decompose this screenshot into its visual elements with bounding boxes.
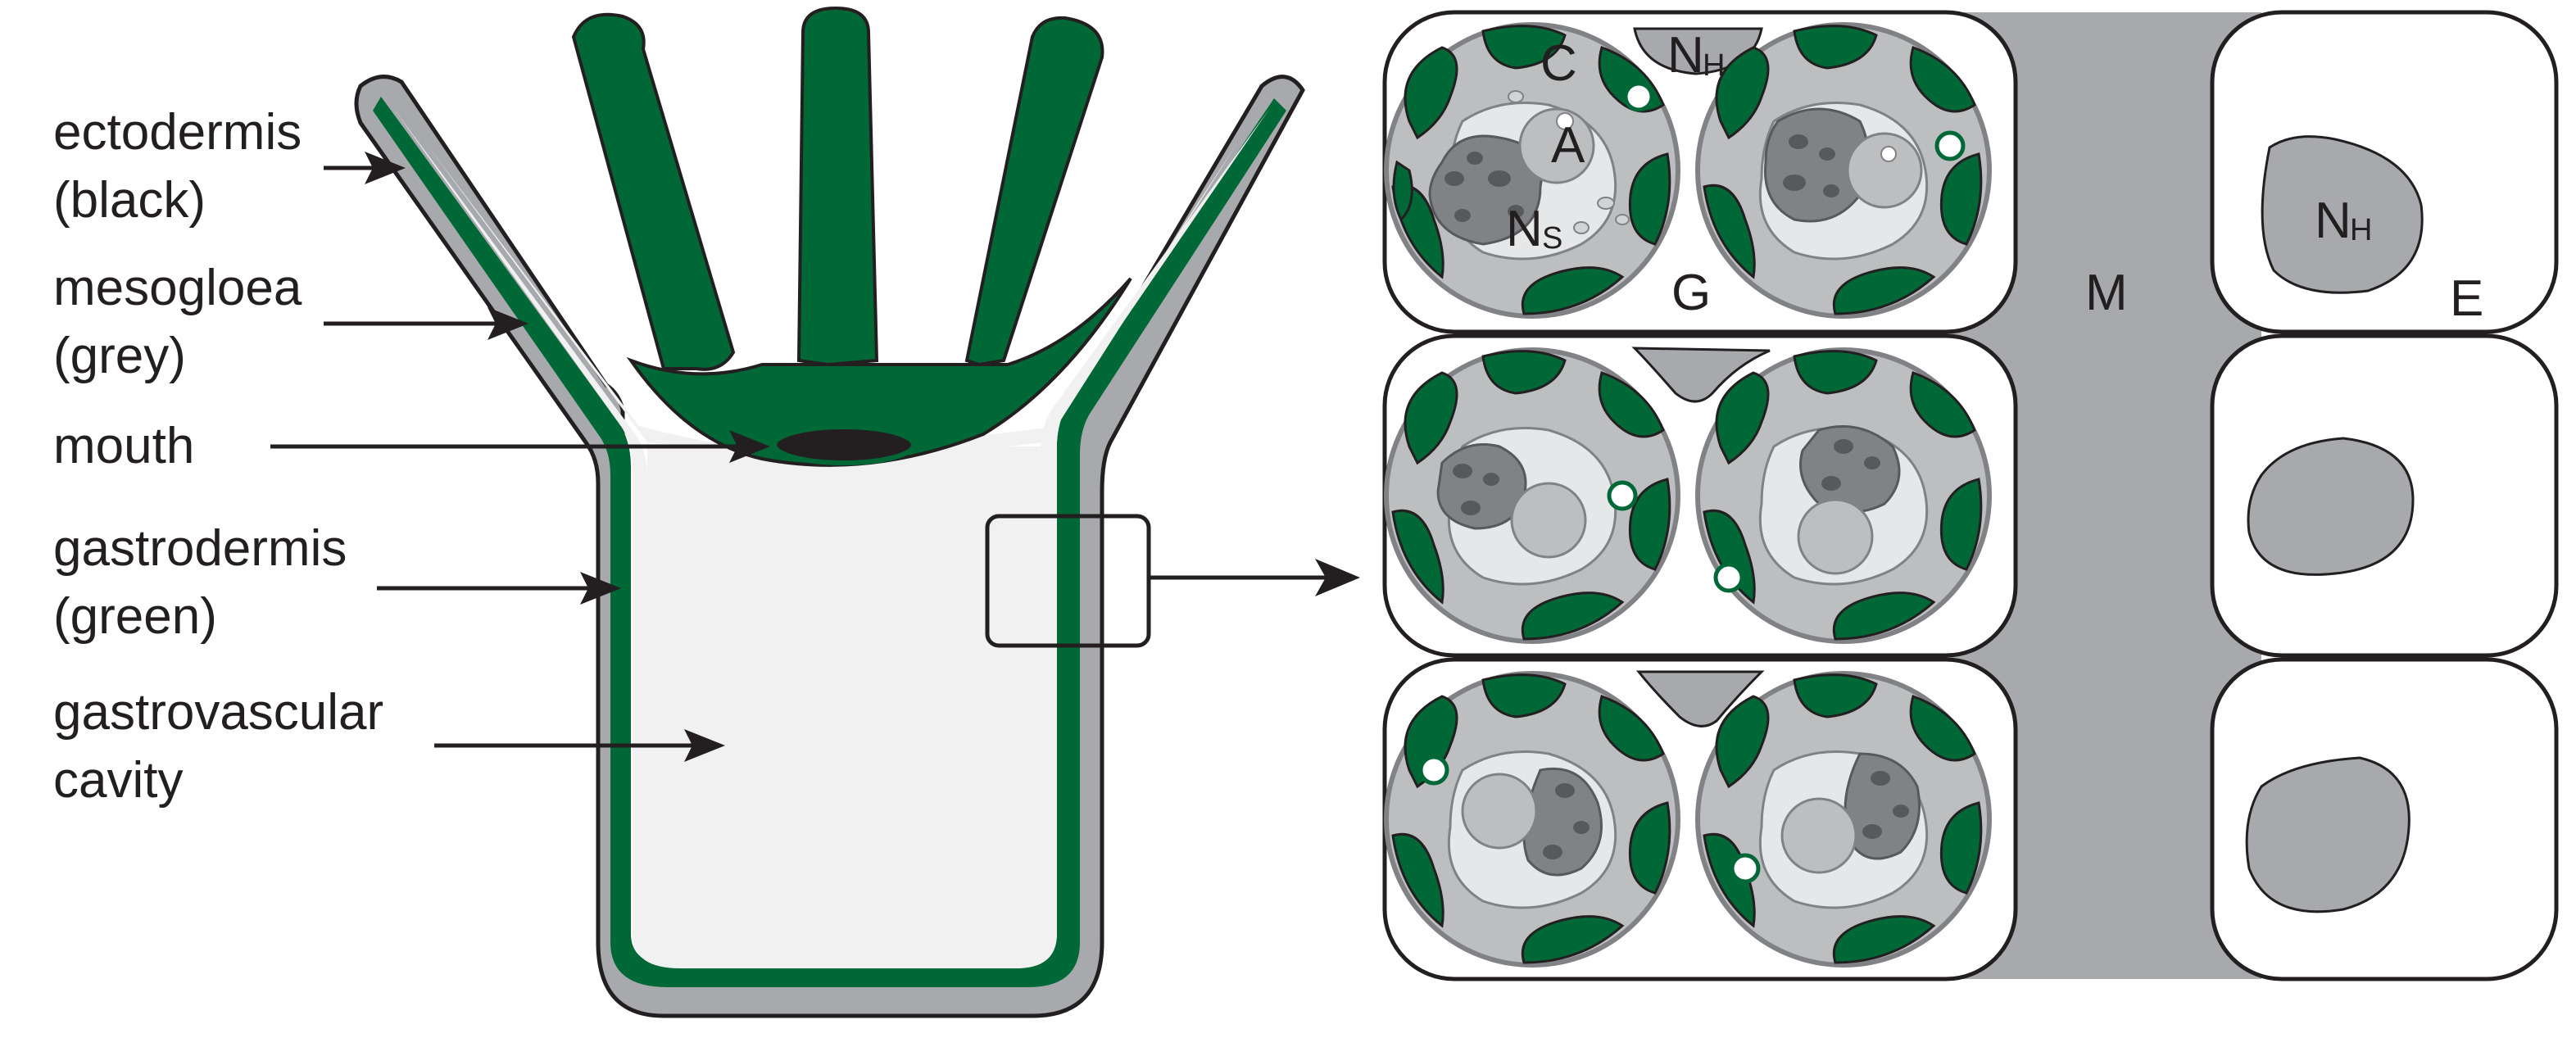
hydra-body — [354, 6, 1360, 1018]
symbiont-alga — [1695, 671, 1992, 968]
label-M: M — [2085, 265, 2128, 321]
symbiont-alga — [1695, 347, 1992, 644]
tissue-detail: C N H A N S G M N H E — [1382, 10, 2559, 981]
label-NH-epi: N — [2315, 193, 2352, 249]
symbiont-alga — [1384, 347, 1680, 644]
label-C: C — [1540, 35, 1577, 92]
label-ectodermis-2: (black) — [53, 172, 206, 229]
zoom-box — [985, 514, 1151, 648]
epidermal-nucleus-2 — [2247, 437, 2415, 576]
label-mouth: mouth — [53, 418, 194, 474]
label-mesogloea-2: (grey) — [53, 328, 186, 384]
tentacles — [571, 6, 1104, 371]
gastrodermis-layer — [373, 97, 1286, 987]
oral-disc — [626, 277, 1132, 467]
symbiont-alga — [1384, 671, 1680, 968]
label-NS-sub: S — [1542, 221, 1562, 256]
label-mesogloea-1: mesogloea — [53, 260, 302, 316]
tentacle-3 — [964, 16, 1104, 367]
host-nucleus-1 — [1633, 27, 1763, 75]
label-G: G — [1671, 265, 1711, 321]
label-E: E — [2450, 270, 2483, 327]
label-gastrodermis-2: (green) — [53, 588, 217, 645]
label-NH-top: N — [1667, 27, 1704, 84]
epidermal-nucleus-1 — [2261, 135, 2424, 294]
left-labels: ectodermis (black) mesogloea (grey) mout… — [53, 104, 770, 809]
epidermal-nucleus-3 — [2245, 756, 2410, 913]
label-NS: N — [1506, 201, 1543, 257]
label-cavity-2: cavity — [53, 752, 183, 809]
label-ectodermis-1: ectodermis — [53, 104, 302, 161]
mouth-opening — [772, 424, 916, 465]
host-nucleus-3 — [1635, 670, 1765, 727]
symbiont-alga — [1695, 22, 1992, 319]
gastrovascular-cavity — [393, 108, 1270, 968]
symbiont-alga — [1384, 22, 1680, 319]
label-A: A — [1551, 117, 1585, 174]
label-cavity-1: gastrovascular — [53, 684, 383, 741]
host-nucleus-2 — [1631, 347, 1771, 403]
tentacle-2 — [796, 6, 879, 367]
tentacle-1 — [571, 12, 736, 371]
label-NH-top-sub: H — [1703, 48, 1725, 83]
label-gastrodermis-1: gastrodermis — [53, 520, 347, 577]
label-NH-epi-sub: H — [2350, 213, 2372, 247]
